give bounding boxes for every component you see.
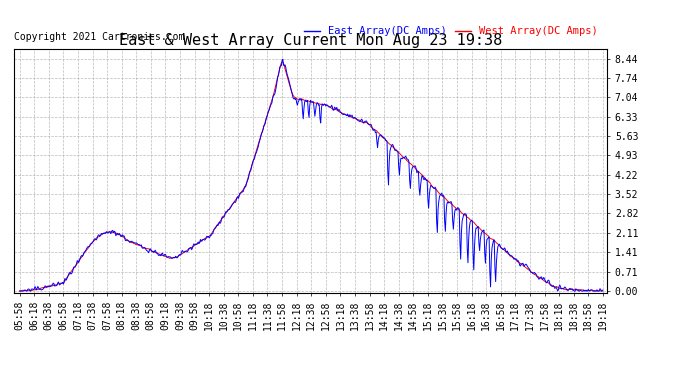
Title: East & West Array Current Mon Aug 23 19:38: East & West Array Current Mon Aug 23 19:… [119,33,502,48]
Text: Copyright 2021 Cartronics.com: Copyright 2021 Cartronics.com [14,32,184,42]
Legend: East Array(DC Amps), West Array(DC Amps): East Array(DC Amps), West Array(DC Amps) [300,22,602,40]
